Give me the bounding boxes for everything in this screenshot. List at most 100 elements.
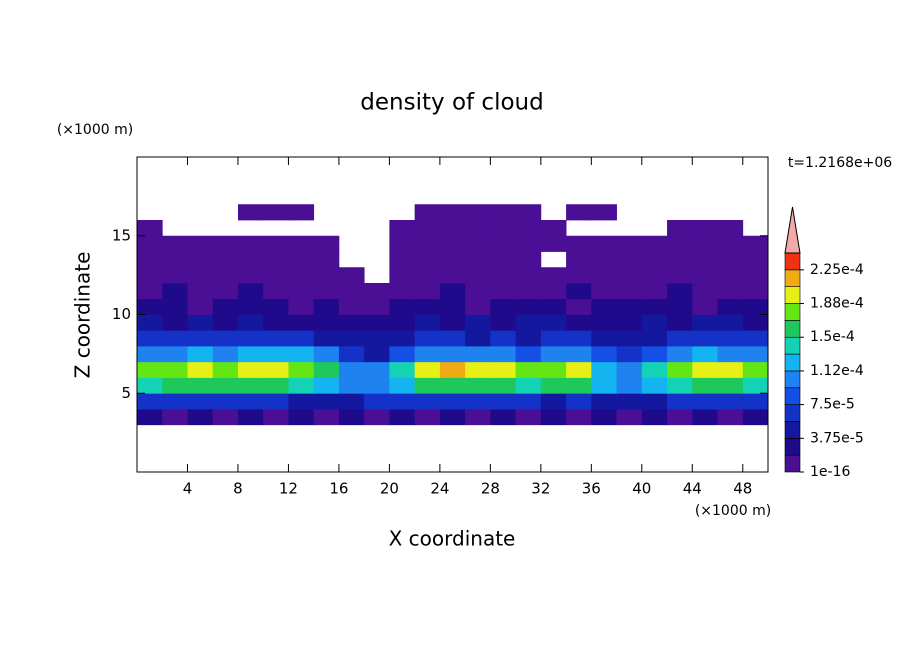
contour-cell bbox=[641, 314, 668, 331]
contour-cell bbox=[439, 283, 466, 300]
contour-cell bbox=[515, 251, 542, 268]
contour-cell bbox=[389, 377, 416, 394]
colorbar-band bbox=[784, 303, 801, 321]
contour-cell bbox=[540, 377, 567, 394]
contour-cell bbox=[591, 346, 617, 363]
contour-cell bbox=[515, 283, 542, 300]
contour-cell bbox=[137, 235, 163, 252]
contour-cell bbox=[263, 298, 289, 315]
contour-cell bbox=[566, 409, 592, 426]
contour-cell bbox=[465, 409, 491, 426]
contour-cell bbox=[237, 330, 264, 347]
contour-cell bbox=[288, 235, 315, 252]
x-tick-label: 28 bbox=[481, 480, 500, 498]
contour-cell bbox=[414, 409, 441, 426]
x-tick-label: 44 bbox=[683, 480, 702, 498]
contour-cell bbox=[263, 267, 289, 284]
contour-cell bbox=[465, 361, 491, 378]
contour-cell bbox=[389, 330, 416, 347]
contour-cell bbox=[313, 346, 340, 363]
contour-cell bbox=[439, 220, 466, 237]
contour-cell bbox=[137, 283, 163, 300]
contour-cell bbox=[465, 377, 491, 394]
contour-cell bbox=[616, 314, 643, 331]
contour-cell bbox=[591, 267, 617, 284]
colorbar-band bbox=[784, 320, 801, 338]
contour-cell bbox=[288, 267, 315, 284]
contour-cell bbox=[414, 283, 441, 300]
contour-cell bbox=[313, 393, 340, 410]
contour-cell bbox=[263, 204, 289, 221]
contour-cell bbox=[212, 314, 239, 331]
contour-cell bbox=[187, 267, 214, 284]
contour-cell bbox=[692, 314, 718, 331]
contour-cell bbox=[313, 330, 340, 347]
annotation: t=1.2168e+06 bbox=[788, 155, 892, 171]
contour-cell bbox=[515, 409, 542, 426]
contour-cell bbox=[591, 283, 617, 300]
contour-cell bbox=[313, 283, 340, 300]
contour-cell bbox=[338, 314, 365, 331]
contour-cell bbox=[566, 361, 592, 378]
contour-cell bbox=[566, 298, 592, 315]
contour-cell bbox=[641, 346, 668, 363]
contour-cell bbox=[641, 251, 668, 268]
contour-cell bbox=[364, 298, 390, 315]
contour-cell bbox=[566, 346, 592, 363]
colorbar-tick-label: 2.25e-4 bbox=[810, 262, 864, 278]
contour-cell bbox=[288, 361, 315, 378]
contour-cell bbox=[389, 361, 416, 378]
contour-cell bbox=[288, 314, 315, 331]
contour-cell bbox=[616, 346, 643, 363]
contour-cell bbox=[490, 235, 516, 252]
y-tick-label: 15 bbox=[112, 226, 131, 244]
contour-cell bbox=[717, 220, 744, 237]
contour-cell bbox=[591, 235, 617, 252]
contour-cell bbox=[439, 267, 466, 284]
contour-cell bbox=[566, 377, 592, 394]
contour-cell bbox=[566, 330, 592, 347]
contour-cell bbox=[692, 298, 718, 315]
contour-cell bbox=[263, 377, 289, 394]
contour-cell bbox=[338, 298, 365, 315]
contour-cell bbox=[389, 283, 416, 300]
contour-cell bbox=[288, 346, 315, 363]
contour-cell bbox=[742, 377, 769, 394]
contour-cell bbox=[338, 346, 365, 363]
contour-cell bbox=[389, 393, 416, 410]
contour-cell bbox=[667, 251, 693, 268]
contour-cell bbox=[212, 409, 239, 426]
contour-cell bbox=[742, 393, 769, 410]
contour-cell bbox=[566, 235, 592, 252]
contour-cell bbox=[439, 409, 466, 426]
contour-cell bbox=[389, 346, 416, 363]
contour-cell bbox=[414, 298, 441, 315]
colorbar-extend bbox=[784, 206, 801, 254]
contour-cell bbox=[414, 314, 441, 331]
contour-cell bbox=[465, 251, 491, 268]
contour-cell bbox=[742, 409, 769, 426]
contour-cell bbox=[667, 298, 693, 315]
contour-cell bbox=[162, 283, 188, 300]
contour-cell bbox=[515, 314, 542, 331]
contour-cell bbox=[263, 361, 289, 378]
contour-cell bbox=[616, 235, 643, 252]
contour-cell bbox=[490, 409, 516, 426]
contour-cell bbox=[465, 330, 491, 347]
contour-cell bbox=[338, 361, 365, 378]
contour-cell bbox=[313, 298, 340, 315]
x-tick-label: 20 bbox=[380, 480, 399, 498]
contour-cell bbox=[187, 409, 214, 426]
contour-cell bbox=[212, 298, 239, 315]
chart-title: density of cloud bbox=[360, 90, 543, 116]
contour-cell bbox=[692, 377, 718, 394]
contour-cell bbox=[717, 314, 744, 331]
contour-cell bbox=[540, 393, 567, 410]
contour-cell bbox=[288, 330, 315, 347]
y-unit: (×1000 m) bbox=[57, 122, 133, 138]
contour-cell bbox=[490, 330, 516, 347]
contour-cell bbox=[540, 361, 567, 378]
contour-cell bbox=[667, 267, 693, 284]
colorbar-tick-label: 3.75e-5 bbox=[810, 430, 864, 446]
